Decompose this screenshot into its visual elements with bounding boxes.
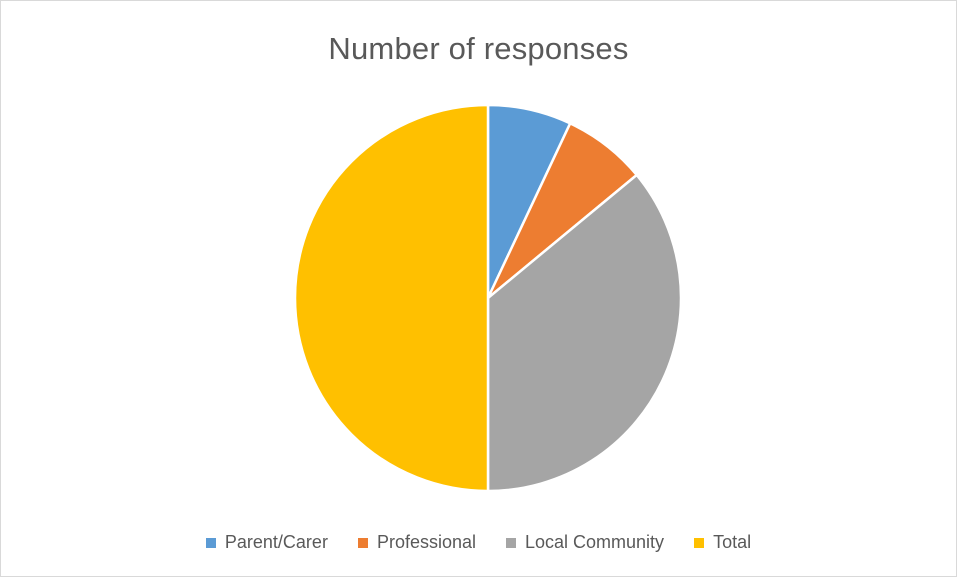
legend-item-parent-carer: Parent/Carer bbox=[205, 532, 328, 553]
legend-label-total: Total bbox=[713, 532, 752, 552]
legend-label-local-community: Local Community bbox=[525, 532, 665, 552]
pie-plot bbox=[293, 103, 683, 493]
legend-swatch-parent-carer bbox=[205, 537, 216, 548]
pie-slice-local-community bbox=[486, 173, 683, 493]
pie-slice-total bbox=[293, 103, 490, 493]
legend-swatch-local-community bbox=[506, 537, 516, 548]
legend-item-professional: Professional bbox=[357, 532, 476, 553]
legend-swatch-total bbox=[694, 537, 705, 548]
legend-label-professional: Professional bbox=[376, 532, 476, 552]
chart-legend: Parent/Carer Professional Local Community T… bbox=[1, 532, 956, 553]
legend-item-local-community: Local Community bbox=[506, 532, 664, 553]
legend-label-parent-carer: Parent/Carer bbox=[224, 532, 328, 552]
chart-title: Number of responses bbox=[328, 31, 629, 66]
legend-swatch-professional bbox=[357, 537, 368, 548]
legend-item-total: Total bbox=[694, 532, 751, 553]
